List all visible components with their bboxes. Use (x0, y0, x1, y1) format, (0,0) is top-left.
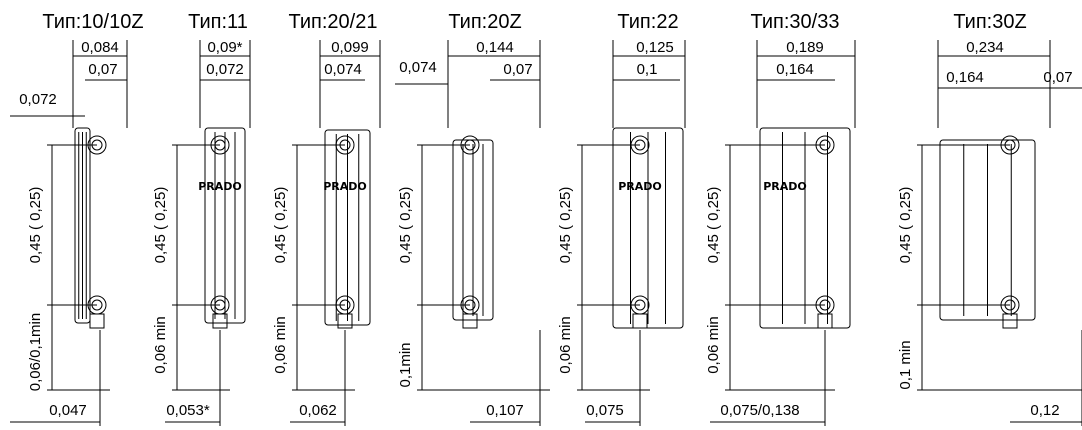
dimension-label: 0,164 (776, 61, 814, 78)
brand-label: PRADO (198, 180, 242, 193)
dimension-label: 0,072 (206, 61, 244, 78)
pipe-stub (212, 313, 228, 329)
dimension-label: 0,164 (946, 69, 984, 86)
dimension-label: 0,07 (1043, 69, 1072, 86)
dimension-label: 0,107 (486, 402, 524, 419)
dimension-label: 0,074 (399, 59, 437, 76)
brand-label: PRADO (323, 180, 367, 193)
dimension-label: 0,45 ( 0,25) (272, 187, 289, 264)
pipe-stub (462, 313, 478, 329)
dimension-label: 0,06 min (705, 316, 722, 374)
pipe-stub (817, 313, 833, 329)
radiator-body (324, 129, 371, 326)
radiator-body (74, 127, 91, 324)
pipe-stub (337, 313, 353, 329)
radiator-body (939, 139, 1036, 321)
radiator-body (452, 139, 494, 321)
radiator-body (759, 127, 851, 329)
panel-title: Тип:30/33 (751, 11, 840, 33)
dimension-label: 0,047 (49, 402, 87, 419)
dimension-label: 0,075/0,138 (720, 402, 799, 419)
dimension-label: 0,45 ( 0,25) (27, 187, 44, 264)
panel-title: Тип:22 (617, 11, 678, 33)
dimension-label: 0,07 (88, 61, 117, 78)
pipe-stub (89, 313, 105, 329)
dimension-label: 0,45 ( 0,25) (152, 187, 169, 264)
brand-label: PRADO (763, 180, 807, 193)
dimension-label: 0,1 min (897, 340, 914, 389)
dimension-label: 0,099 (331, 39, 369, 56)
dimension-label: 0,07 (503, 61, 532, 78)
panel-title: Тип:10/10Z (42, 11, 143, 33)
dimension-label: 0,45 ( 0,25) (397, 187, 414, 264)
dimension-label: 0,45 ( 0,25) (557, 187, 574, 264)
dimension-label: 0,06 min (272, 316, 289, 374)
dimension-label: 0,074 (324, 61, 362, 78)
dimension-label: 0,1min (397, 342, 414, 387)
dimension-label: 0,125 (636, 39, 674, 56)
panel-title: Тип:11 (188, 11, 248, 33)
dimension-label: 0,053* (166, 402, 210, 419)
dimension-label: 0,12 (1030, 402, 1059, 419)
panel-title: Тип:30Z (953, 11, 1026, 33)
dimension-label: 0,144 (476, 39, 514, 56)
pipe-stub (1002, 313, 1018, 329)
dimension-label: 0,06 min (557, 316, 574, 374)
brand-label: PRADO (618, 180, 662, 193)
dimension-label: 0,189 (786, 39, 824, 56)
dimension-label: 0,45 ( 0,25) (705, 187, 722, 264)
panel-title: Тип:20Z (448, 11, 521, 33)
dimension-label: 0,072 (19, 91, 57, 108)
dimension-label: 0,06/0,1min (27, 313, 44, 391)
radiator-body (612, 127, 684, 329)
dimension-label: 0,062 (299, 402, 337, 419)
dimension-label: 0,084 (81, 39, 119, 56)
dimension-label: 0,09* (207, 39, 242, 56)
pipe-stub (632, 313, 648, 329)
dimension-label: 0,1 (637, 61, 658, 78)
dimension-label: 0,075 (586, 402, 624, 419)
panel-title: Тип:20/21 (289, 11, 378, 33)
dimension-label: 0,06 min (152, 316, 169, 374)
radiator-body (204, 127, 246, 324)
dimension-label: 0,234 (966, 39, 1004, 56)
dimension-label: 0,45 ( 0,25) (897, 187, 914, 264)
